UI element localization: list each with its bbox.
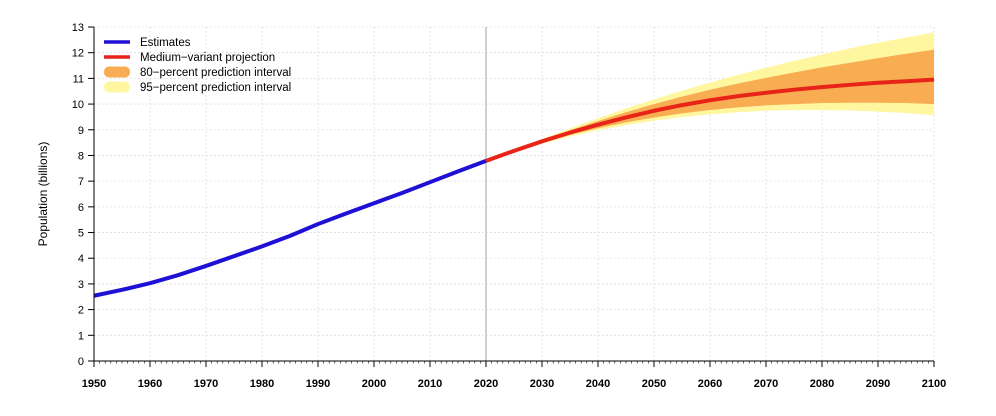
series-lines [93,77,935,298]
y-tick-label-3: 3 [78,279,84,291]
x-axis-ticks: 1950 1960 1970 1980 1990 2000 2010 2020 2030 2040… [82,361,946,390]
legend-swatch-3 [104,81,130,93]
y-tick-label-13: 13 [72,22,84,34]
x-tick-label-1980: 1980 [250,378,274,390]
y-tick-label-6: 6 [78,202,84,214]
x-tick-label-2040: 2040 [586,378,610,390]
legend-label-3: 95−percent prediction interval [140,82,291,94]
x-tick-label-2080: 2080 [810,378,834,390]
y-tick-label-7: 7 [78,176,84,188]
x-tick-label-1990: 1990 [306,378,330,390]
y-tick-label-5: 5 [78,228,84,240]
x-tick-label-1970: 1970 [194,378,218,390]
legend-label-1: Medium−variant projection [140,52,275,64]
x-tick-label-2020: 2020 [474,378,498,390]
x-tick-label-2010: 2010 [418,378,442,390]
x-tick-label-1960: 1960 [138,378,162,390]
x-tick-label-2050: 2050 [642,378,666,390]
x-tick-label-2070: 2070 [754,378,778,390]
x-tick-label-2000: 2000 [362,378,386,390]
y-tick-label-8: 8 [78,150,84,162]
y-tick-label-4: 4 [78,253,84,265]
legend: Estimates Medium−variant projection 80−per… [104,37,291,94]
x-tick-label-2100: 2100 [922,378,946,390]
x-tick-label-2030: 2030 [530,378,554,390]
x-tick-label-2060: 2060 [698,378,722,390]
legend-label-2: 80−percent prediction interval [140,67,291,79]
y-tick-label-12: 12 [72,48,84,60]
y-tick-label-1: 1 [78,330,84,342]
y-tick-label-0: 0 [78,356,84,368]
y-tick-label-10: 10 [72,99,84,111]
x-tick-label-2090: 2090 [866,378,890,390]
y-tick-label-11: 11 [73,73,84,85]
band-80-percent [486,49,934,161]
grid-lines [93,26,935,362]
legend-swatch-2 [104,66,130,78]
x-tick-label-1950: 1950 [82,378,106,390]
y-axis-label: Population (billions) [36,142,50,247]
series-estimates-line [93,158,487,298]
legend-label-0: Estimates [140,37,191,49]
prediction-bands [486,32,934,161]
y-tick-label-9: 9 [78,125,84,137]
series-projection-line [485,77,935,163]
y-tick-label-2: 2 [78,305,84,317]
